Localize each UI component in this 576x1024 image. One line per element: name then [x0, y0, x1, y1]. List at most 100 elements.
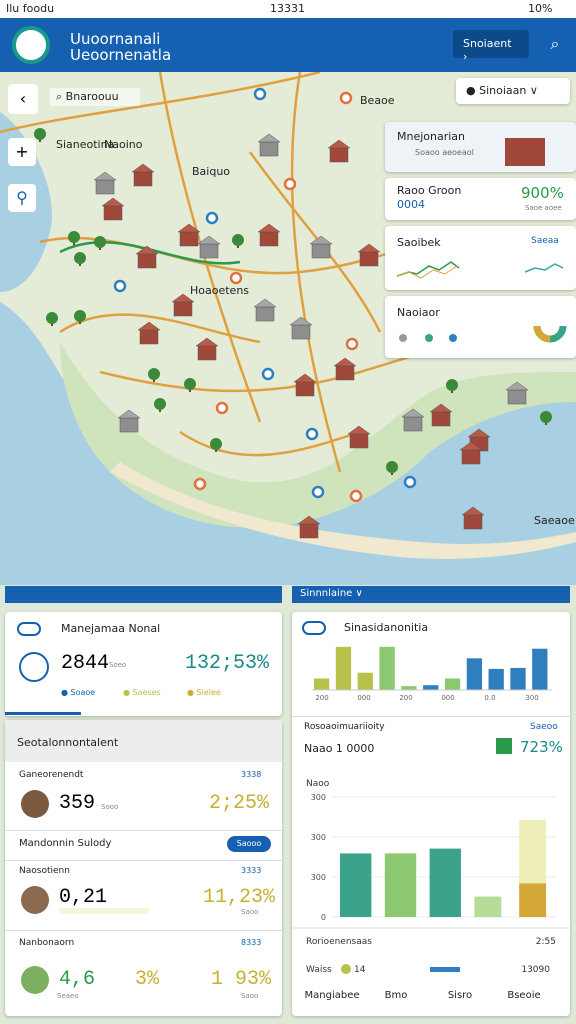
- legend-bar: [430, 967, 460, 972]
- summary-title: Manejamaa Nonal: [61, 622, 161, 635]
- bar: [474, 896, 502, 917]
- house: [295, 381, 315, 397]
- bar: [488, 668, 504, 690]
- bar-label: 0.0: [484, 694, 495, 702]
- tab[interactable]: Sinnnlaine ∨: [292, 586, 570, 603]
- status-bar: Ilu foodu 13331 10%: [0, 0, 576, 18]
- button-text: Snoiaent: [463, 37, 512, 50]
- map-label: Hoaoetens: [190, 284, 250, 297]
- tree: [540, 411, 552, 423]
- pin: [311, 485, 325, 499]
- bar: [423, 685, 439, 690]
- bar: [532, 648, 548, 690]
- house: [197, 345, 217, 361]
- roof: [401, 408, 425, 418]
- beach: [110, 462, 576, 559]
- avatar: [21, 886, 49, 914]
- row-value: 4,6: [59, 968, 96, 991]
- chart-link[interactable]: Saeoo: [530, 722, 558, 732]
- card-title: Mnejonarian: [397, 130, 466, 143]
- roof: [195, 337, 219, 347]
- tree: [74, 252, 86, 264]
- pin: [253, 87, 267, 101]
- row-unit: Sooo: [101, 803, 119, 811]
- pin: [261, 367, 275, 381]
- card-value: Saeaa: [531, 236, 559, 246]
- row-value: 359: [59, 792, 96, 815]
- tree: [446, 379, 458, 391]
- chart-title: Rosoaoimuariioity: [304, 722, 385, 732]
- pin: [339, 91, 353, 105]
- summary-value: 2844: [61, 652, 110, 675]
- roof: [309, 235, 333, 245]
- bar: [429, 848, 461, 917]
- house: [133, 171, 153, 187]
- roof: [297, 515, 321, 525]
- tab-label: Sinnnlaine: [300, 588, 353, 599]
- tab[interactable]: [5, 586, 282, 603]
- house: [173, 301, 193, 317]
- card-note: Saoe aoee: [525, 204, 562, 212]
- bar-label: 000: [357, 694, 370, 702]
- tree: [386, 461, 398, 473]
- legend-text: Soaoe: [70, 688, 96, 697]
- map-search[interactable]: ⌕ Bnaroouu: [50, 88, 140, 106]
- locate[interactable]: ⚲: [8, 184, 36, 212]
- house: [103, 205, 123, 221]
- progress: [5, 712, 81, 715]
- row-tag: 8333: [241, 938, 262, 947]
- row-sub: Seaeo: [57, 992, 79, 1000]
- roof: [459, 441, 483, 451]
- house: [259, 231, 279, 247]
- title: Uuoornanali: [70, 30, 161, 48]
- row-button[interactable]: Saooo: [227, 836, 271, 852]
- roof: [467, 428, 491, 438]
- back-button[interactable]: ‹: [8, 84, 38, 114]
- chart-title: Sinasidanonitia: [344, 621, 429, 634]
- bar-label: 000: [441, 694, 454, 702]
- row-tag: 3338: [241, 770, 262, 779]
- legend-item: ● Soaoe: [61, 688, 96, 697]
- list-title: Seotalonnontalent: [17, 736, 119, 749]
- row-tag: 3333: [241, 866, 262, 875]
- side-card: Mnejonarian Soaoo aeoeaol: [385, 122, 576, 172]
- house: [119, 417, 139, 433]
- footer-value: 2:55: [536, 937, 556, 947]
- map-label: Beaoe: [360, 94, 395, 107]
- row-percent: 11,23%: [203, 886, 276, 909]
- card-title: Naoiaor: [397, 306, 440, 319]
- tree: [148, 368, 160, 380]
- roof: [131, 163, 155, 173]
- roof: [171, 293, 195, 303]
- shape: [396, 265, 458, 279]
- legend-text: Saeses: [132, 688, 161, 697]
- legend-item: ● Sielee: [187, 688, 221, 697]
- house: [431, 411, 451, 427]
- search-text: Bnaroouu: [65, 90, 119, 103]
- legend-text: Sielee: [196, 688, 221, 697]
- header-button[interactable]: Snoiaent ›: [453, 30, 529, 63]
- legend-name: Waiss: [306, 965, 332, 975]
- clock: 13331: [270, 2, 305, 15]
- shape: [533, 326, 551, 343]
- search-icon[interactable]: ⌕: [550, 34, 560, 53]
- bar: [384, 853, 417, 917]
- summary-percent: 132;53%: [185, 652, 270, 675]
- house: [291, 324, 311, 340]
- map-dropdown[interactable]: ● Sinoiaan ∨: [456, 78, 570, 104]
- icon: [17, 622, 41, 636]
- zoom-in[interactable]: +: [8, 138, 36, 166]
- bar-label: 200: [399, 694, 412, 702]
- card-sub: 0004: [397, 198, 425, 211]
- roof: [253, 298, 277, 308]
- row-label: Naosotienn: [19, 866, 70, 876]
- house: [255, 306, 275, 322]
- header: Uuoornanali Ueoornenatla Snoiaent › ⌕: [0, 18, 576, 72]
- tree: [154, 398, 166, 410]
- row-label: Mandonnin Sulody: [19, 838, 112, 849]
- house: [259, 141, 279, 157]
- roof: [289, 316, 313, 326]
- legend-dot: [341, 964, 351, 974]
- road: [290, 72, 342, 473]
- roof: [257, 223, 281, 233]
